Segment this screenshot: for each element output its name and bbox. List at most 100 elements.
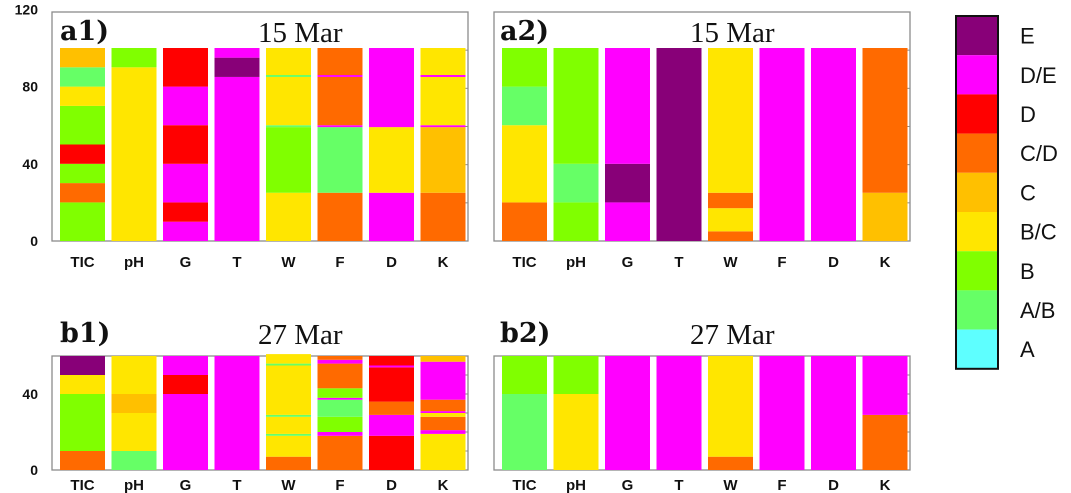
legend-swatch-d xyxy=(956,94,998,134)
x-tick-label: D xyxy=(386,477,397,493)
y-tick-label: 80 xyxy=(22,79,38,95)
bar-segment-k-bc xyxy=(420,48,466,76)
bar-segment-f-cd xyxy=(317,356,363,360)
bar-segment-tic-c xyxy=(60,48,105,68)
x-tick-label: pH xyxy=(124,477,144,493)
panel-title: 27 Mar xyxy=(690,319,775,351)
bar-segment-tic-e xyxy=(60,356,105,375)
bar-segment-tic-cd xyxy=(502,202,547,241)
legend-label: D xyxy=(1020,102,1036,127)
bar-segment-w-bc xyxy=(266,416,311,434)
bar-segment-ph-bc xyxy=(111,67,157,241)
bar-segment-tic-b xyxy=(60,394,105,451)
bar-segment-k-de xyxy=(420,361,466,400)
y-tick-label: 40 xyxy=(22,156,38,172)
bar-segment-w-bc xyxy=(266,76,311,126)
bar-segment-w-bc xyxy=(708,356,753,457)
bar-segment-g-de xyxy=(163,163,208,203)
x-tick-label: pH xyxy=(566,477,586,493)
bar-segment-t-de xyxy=(214,76,260,241)
legend-swatch-c xyxy=(956,172,998,212)
bar-segment-g-d xyxy=(163,375,208,394)
bar-segment-t-de xyxy=(656,356,702,470)
bar-segment-g-d xyxy=(163,125,208,164)
bar-segment-ph-bc xyxy=(553,394,599,470)
y-tick-label: 0 xyxy=(30,462,38,478)
bar-segment-k-cd xyxy=(420,192,466,241)
legend-label: C xyxy=(1020,180,1036,205)
bar-segment-tic-d xyxy=(60,144,105,164)
bar-segment-w-cd xyxy=(708,456,753,470)
bar-segment-k-de xyxy=(862,356,908,415)
bar-segment-k-cd xyxy=(420,399,466,412)
bar-segment-ph-b xyxy=(553,48,599,164)
bar-segment-ph-c xyxy=(111,394,157,413)
bar-segment-ph-b xyxy=(111,48,157,68)
panel-label: b2) xyxy=(500,318,550,349)
bar-segment-tic-ab xyxy=(60,67,105,87)
x-tick-label: G xyxy=(622,254,634,271)
bar-segment-tic-b xyxy=(502,356,547,394)
x-tick-label: D xyxy=(386,254,397,271)
x-tick-label: T xyxy=(232,477,241,493)
x-tick-label: K xyxy=(880,254,891,271)
bar-segment-k-de xyxy=(420,125,466,128)
bar-segment-g-de xyxy=(163,394,208,470)
panel-label: a2) xyxy=(500,16,549,47)
bar-segment-g-de xyxy=(163,221,208,241)
legend-swatch-e xyxy=(956,16,998,56)
bar-segment-k-bc xyxy=(420,413,466,417)
legend-label: D/E xyxy=(1020,63,1057,88)
bar-segment-f-de xyxy=(317,75,363,77)
legend-label: A xyxy=(1020,337,1035,362)
bar-segment-d-bc xyxy=(369,127,414,193)
legend-label: A/B xyxy=(1020,298,1055,323)
bar-segment-f-cd xyxy=(317,363,363,389)
x-tick-label: F xyxy=(777,477,786,493)
bar-segment-g-de xyxy=(605,356,650,470)
bar-segment-g-e xyxy=(605,163,650,203)
x-tick-label: K xyxy=(438,477,449,493)
bar-segment-d-d xyxy=(369,435,414,470)
bar-segment-w-bc xyxy=(266,435,311,457)
bar-segment-d-de xyxy=(811,356,856,470)
legend-label: E xyxy=(1020,24,1035,49)
bar-segment-f-de xyxy=(317,397,363,400)
bar-segment-d-de xyxy=(369,365,414,368)
bar-segment-f-cd xyxy=(317,48,363,76)
bar-segment-g-d xyxy=(163,48,208,87)
x-tick-label: K xyxy=(438,254,449,271)
x-tick-label: TIC xyxy=(70,254,94,271)
bar-segment-k-c xyxy=(420,356,466,362)
x-tick-label: D xyxy=(828,254,839,271)
bar-segment-f-cd xyxy=(317,435,363,470)
legend-swatch-a xyxy=(956,329,998,369)
panel-title: 15 Mar xyxy=(690,17,775,49)
y-tick-label: 40 xyxy=(22,386,38,402)
bar-segment-w-cd xyxy=(266,456,311,470)
bar-segment-f-ab xyxy=(317,127,363,193)
bar-segment-tic-b xyxy=(502,48,547,87)
bar-segment-k-cd xyxy=(862,48,908,193)
x-tick-label: pH xyxy=(566,254,586,271)
bar-segment-f-de xyxy=(759,48,805,241)
bar-segment-tic-b xyxy=(60,202,105,241)
legend-swatch-b xyxy=(956,251,998,291)
bar-segment-k-bc xyxy=(420,433,466,470)
x-tick-label: pH xyxy=(124,254,144,271)
bar-segment-w-ab xyxy=(266,433,311,436)
bar-segment-d-de xyxy=(811,48,856,241)
bar-segment-tic-ab xyxy=(502,394,547,470)
bar-segment-f-de xyxy=(317,432,363,436)
bar-segment-ph-ab xyxy=(553,163,599,203)
legend-label: B xyxy=(1020,259,1035,284)
bar-segment-d-de xyxy=(369,192,414,241)
bar-segment-w-bc xyxy=(266,48,311,76)
bar-segment-t-e xyxy=(214,57,260,77)
bar-segment-f-de xyxy=(317,359,363,364)
bar-segment-w-ab xyxy=(266,75,311,77)
legend-swatch-ab xyxy=(956,290,998,330)
bar-segment-ph-b xyxy=(553,356,599,394)
bar-segment-tic-bc xyxy=(60,86,105,106)
